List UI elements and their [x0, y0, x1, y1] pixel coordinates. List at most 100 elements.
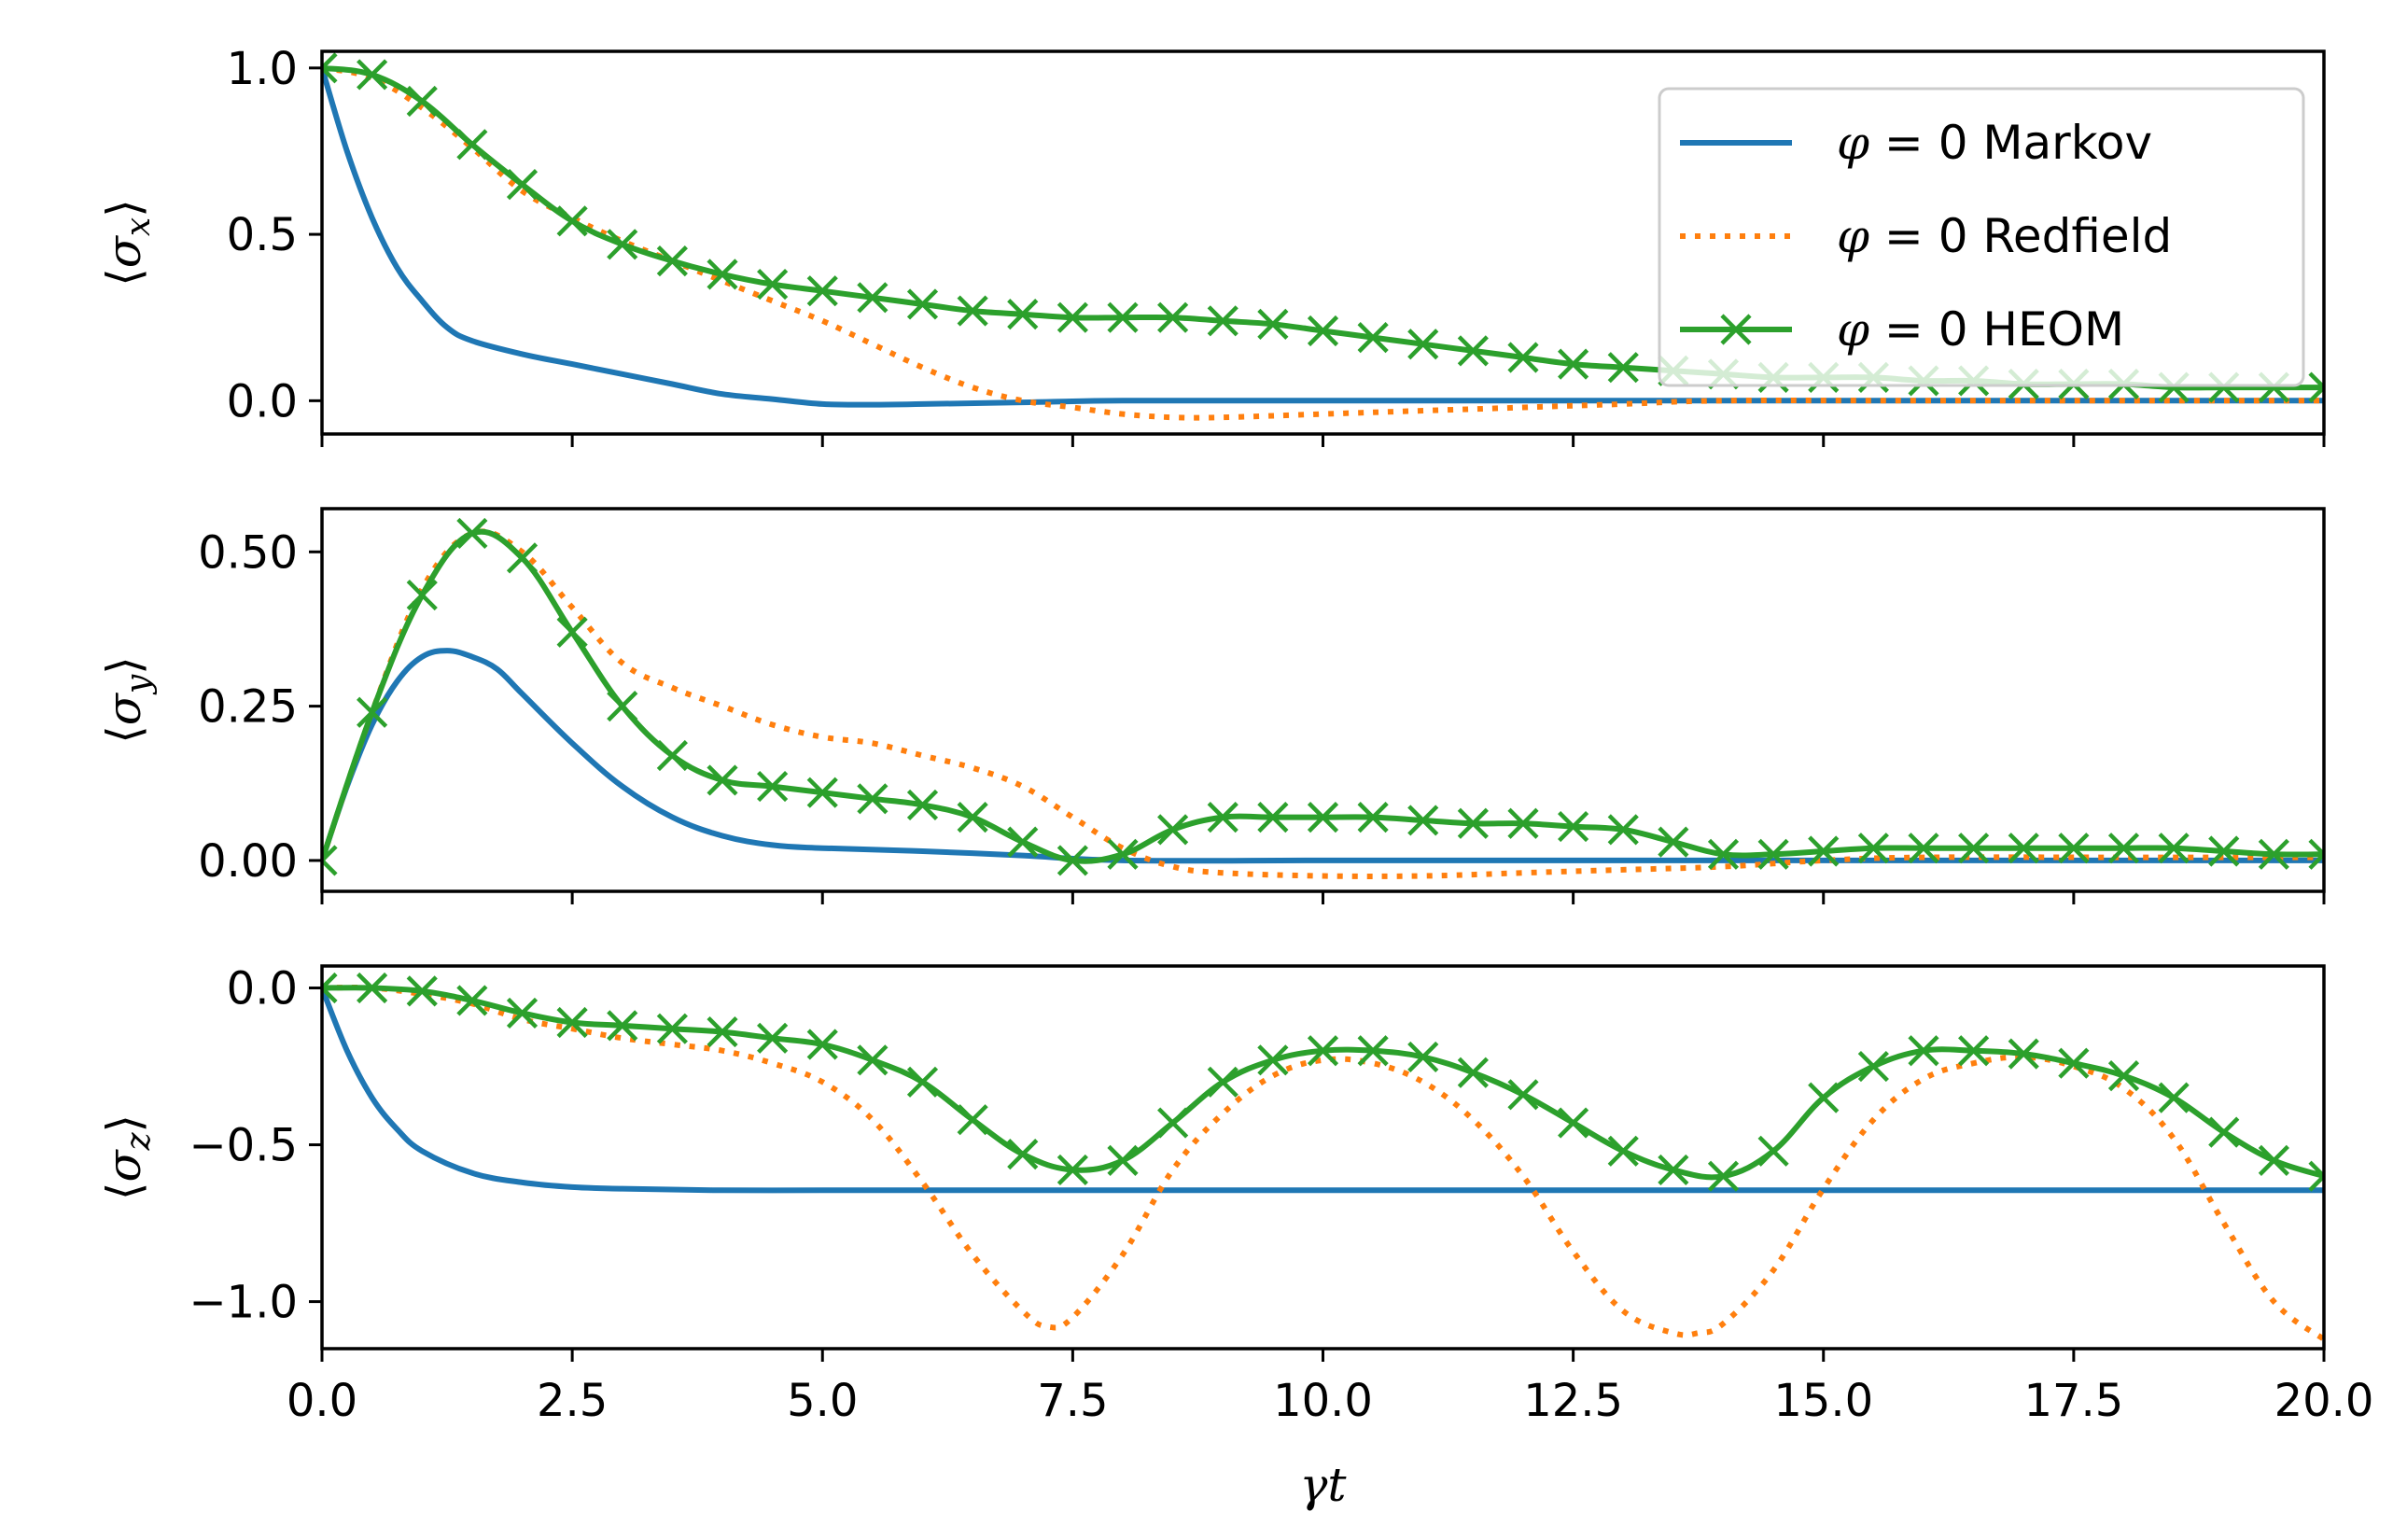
data-point-heom [357, 59, 388, 91]
panels: 0.0 0.5 1.0 ⟨σx⟩ 0.00 0.25 0.50 ⟨σy⟩ 0.0 −0.5 −1.0… [97, 43, 2373, 1427]
data-point-heom [1207, 305, 1238, 337]
y-tick-label: −0.5 [189, 1120, 298, 1172]
data-point-heom [1107, 301, 1139, 333]
series-group-middle [322, 517, 2324, 879]
data-point-heom [707, 764, 738, 796]
legend-label-markov: φ = 0 Markov [1837, 116, 2152, 170]
data-point-heom [357, 696, 388, 728]
data-point-heom [2058, 1047, 2090, 1079]
data-point-heom [656, 739, 688, 772]
data-point-heom [1958, 833, 1990, 864]
data-point-heom [1007, 826, 1039, 858]
data-point-heom [906, 789, 939, 821]
data-point-heom [456, 129, 488, 161]
legend-label-heom: φ = 0 HEOM [1837, 302, 2124, 357]
data-point-heom [1307, 315, 1339, 347]
y-tick-label: 0.50 [198, 526, 298, 579]
data-point-heom [406, 975, 438, 1007]
data-point-heom [2107, 833, 2140, 864]
data-point-heom [957, 1104, 988, 1136]
data-point-heom [1207, 802, 1238, 833]
y-axis-label-middle: ⟨σy⟩ [97, 656, 158, 744]
data-point-heom [1407, 805, 1439, 836]
data-point-heom [406, 85, 438, 118]
x-tick-label: 10.0 [1273, 1375, 1373, 1427]
data-point-heom [1357, 1035, 1389, 1067]
data-point-heom [357, 972, 388, 1004]
data-point-heom [1857, 833, 1889, 864]
data-point-heom [1757, 1135, 1789, 1167]
data-point-heom [1558, 1107, 1589, 1139]
x-tick-label: 15.0 [1773, 1375, 1873, 1427]
data-point-heom [1357, 802, 1389, 833]
x-tick-label: 17.5 [2023, 1375, 2123, 1427]
legend-label-redfield: φ = 0 Redfield [1837, 209, 2172, 263]
data-point-heom [656, 245, 688, 277]
panel-middle: 0.00 0.25 0.50 ⟨σy⟩ [97, 507, 2326, 904]
data-point-heom [1357, 322, 1389, 354]
data-point-heom [757, 1022, 789, 1054]
data-point-heom [1808, 835, 1840, 867]
series-line-heom [322, 528, 2324, 864]
legend-box [1658, 87, 2305, 387]
y-tick-label: 0.0 [227, 375, 298, 427]
series-group-bottom [322, 972, 2324, 1342]
data-point-heom [1307, 1035, 1339, 1067]
data-point-heom [506, 997, 539, 1029]
data-point-heom [1607, 814, 1639, 846]
data-point-heom [1407, 1041, 1439, 1073]
data-point-heom [2058, 833, 2090, 864]
legend-marker-heom [1720, 314, 1752, 345]
data-point-heom [707, 259, 738, 290]
data-point-heom [1908, 833, 1939, 864]
data-point-heom [1808, 1082, 1840, 1113]
data-point-heom [1607, 1135, 1639, 1167]
data-point-heom [656, 1013, 688, 1044]
data-point-heom [2308, 838, 2324, 870]
data-point-heom [1558, 348, 1589, 380]
data-point-heom [1457, 1057, 1489, 1088]
data-point-heom [857, 282, 889, 314]
series-line-markov [322, 66, 2324, 408]
series-line-heom [322, 985, 2324, 1181]
data-point-heom [1857, 1050, 1889, 1083]
data-point-heom [322, 845, 338, 876]
data-point-heom [1257, 1044, 1289, 1076]
x-tick-label: 7.5 [1037, 1375, 1108, 1427]
series-line-redfield [322, 984, 2324, 1342]
data-point-heom [957, 802, 988, 833]
data-point-heom [1958, 1035, 1990, 1067]
x-tick-label: 2.5 [537, 1375, 608, 1427]
data-point-heom [322, 52, 338, 84]
data-point-heom [806, 275, 838, 307]
data-point-heom [2308, 371, 2324, 403]
data-point-heom [1007, 299, 1039, 330]
data-point-heom [1257, 802, 1289, 833]
data-point-heom [707, 1015, 738, 1048]
data-point-heom [1558, 810, 1589, 843]
data-point-heom [1507, 1079, 1539, 1111]
x-tick-label: 5.0 [787, 1375, 858, 1427]
data-point-heom [1307, 802, 1339, 833]
data-point-heom [1057, 1154, 1088, 1186]
data-point-heom [1257, 308, 1289, 340]
data-point-heom [2258, 838, 2289, 870]
series-line-markov [322, 648, 2324, 864]
data-point-heom [2008, 1038, 2039, 1070]
axes-frame-middle [320, 507, 2326, 893]
data-point-heom [1658, 826, 1689, 858]
data-point-heom [607, 691, 638, 722]
data-point-heom [2208, 1116, 2240, 1148]
data-point-heom [456, 985, 488, 1016]
data-point-heom [506, 169, 539, 201]
legend: φ = 0 Markov φ = 0 Redfield φ = 0 HEOM [1658, 87, 2305, 387]
data-point-heom [857, 783, 889, 815]
data-point-heom [1107, 838, 1139, 870]
data-point-heom [506, 542, 539, 574]
y-tick-label: 1.0 [227, 43, 298, 95]
data-point-heom [556, 205, 588, 237]
data-point-heom [1157, 301, 1189, 333]
data-point-heom [1658, 1154, 1689, 1186]
